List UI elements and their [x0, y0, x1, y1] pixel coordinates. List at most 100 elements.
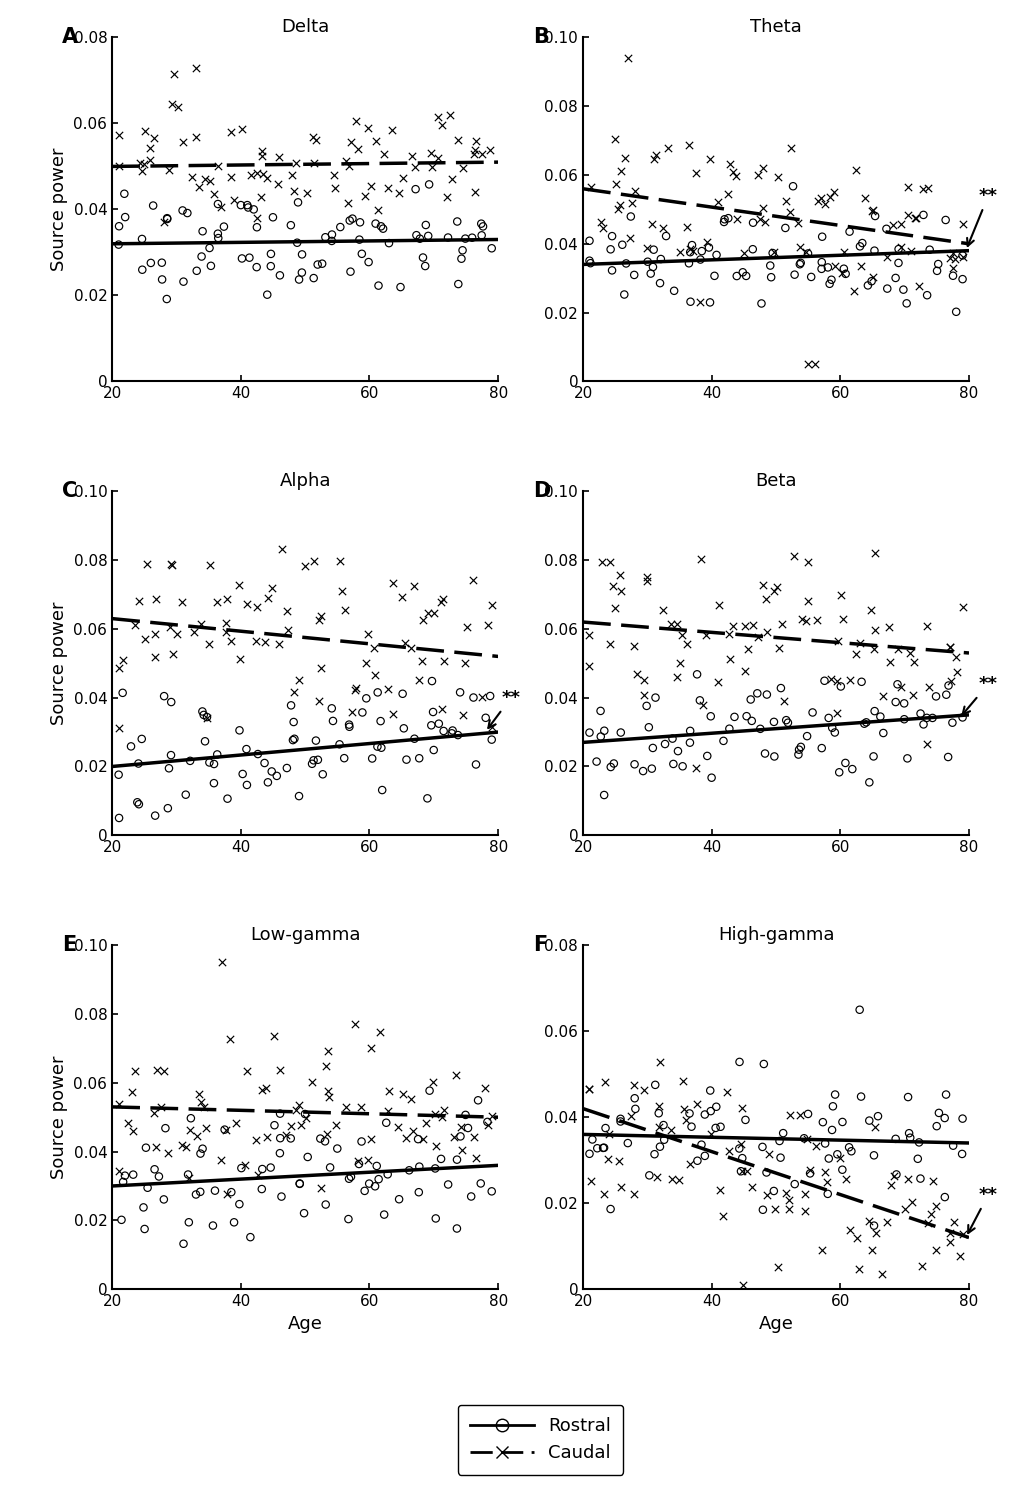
Point — [826, 1082, 843, 1106]
Point — [242, 1225, 258, 1249]
Point — [627, 1097, 643, 1121]
Point — [378, 1111, 394, 1135]
Point — [205, 1214, 221, 1238]
Point — [906, 207, 922, 231]
Point — [384, 702, 400, 726]
Point — [174, 198, 191, 222]
Point — [312, 1175, 328, 1199]
Point — [595, 1136, 611, 1160]
Point — [238, 738, 255, 761]
Point — [749, 625, 765, 649]
Point — [433, 1105, 449, 1129]
Point — [610, 1148, 627, 1172]
Point — [606, 595, 623, 619]
Point — [626, 752, 642, 776]
Point — [260, 586, 276, 610]
Point — [872, 1262, 889, 1286]
Point — [350, 136, 366, 160]
Point — [169, 622, 185, 646]
Point — [379, 1162, 395, 1186]
Title: Delta: Delta — [281, 18, 329, 36]
Point — [391, 181, 408, 205]
Point — [877, 217, 894, 241]
Point — [332, 549, 348, 573]
Point — [772, 612, 789, 636]
Point — [191, 175, 207, 199]
Point — [954, 244, 970, 268]
Point — [765, 240, 782, 264]
Point — [822, 667, 839, 691]
Point — [703, 766, 719, 790]
Point — [899, 202, 915, 226]
Point — [346, 679, 363, 703]
Point — [828, 1142, 845, 1166]
Point — [734, 1147, 750, 1171]
Point — [654, 598, 671, 622]
Point — [889, 673, 905, 697]
Point — [688, 663, 704, 687]
Point — [357, 184, 373, 208]
Point — [305, 748, 321, 772]
Point — [899, 1166, 915, 1190]
Point — [877, 246, 894, 270]
Point — [236, 1153, 253, 1177]
Point — [852, 1085, 868, 1109]
Point — [754, 196, 770, 220]
Point — [161, 157, 177, 181]
Point — [634, 758, 650, 782]
Text: F: F — [532, 935, 546, 955]
Point — [845, 279, 861, 303]
Point — [689, 1148, 705, 1172]
Point — [147, 622, 163, 646]
Point — [853, 231, 869, 255]
Point — [739, 637, 755, 661]
Point — [287, 151, 304, 175]
Point — [483, 715, 499, 739]
Point — [669, 739, 686, 763]
Point — [687, 160, 703, 184]
Point — [368, 129, 384, 153]
Point — [110, 232, 126, 256]
Point — [354, 700, 370, 724]
Point — [430, 105, 446, 129]
Point — [432, 1147, 448, 1171]
Point — [583, 175, 599, 199]
Point — [626, 1183, 642, 1207]
Point — [791, 1103, 807, 1127]
Point — [948, 660, 964, 684]
Point — [790, 738, 806, 761]
Point — [271, 1058, 287, 1082]
Point — [397, 1126, 414, 1150]
Point — [270, 172, 286, 196]
Point — [288, 231, 305, 255]
Point — [799, 1127, 815, 1151]
Point — [260, 770, 276, 794]
Point — [225, 1210, 242, 1234]
Point — [411, 1180, 427, 1204]
Point — [691, 289, 707, 313]
Point — [451, 1124, 468, 1148]
Point — [425, 700, 441, 724]
Point — [352, 210, 368, 234]
Point — [216, 1118, 232, 1142]
Point — [138, 627, 154, 651]
Point — [217, 610, 233, 634]
Point — [770, 1129, 787, 1153]
Point — [668, 612, 685, 636]
Point — [910, 274, 926, 298]
Point — [888, 1162, 904, 1186]
Point — [744, 211, 760, 235]
Point — [223, 1180, 239, 1204]
Point — [219, 1181, 235, 1205]
Point — [465, 1124, 481, 1148]
Point — [758, 1183, 774, 1207]
Point — [682, 237, 698, 261]
Point — [944, 241, 960, 265]
Point — [263, 760, 279, 784]
Point — [935, 1186, 952, 1210]
Point — [646, 147, 662, 171]
Point — [110, 657, 126, 681]
Point — [175, 129, 192, 153]
Point — [942, 1231, 958, 1255]
Point — [865, 699, 881, 723]
